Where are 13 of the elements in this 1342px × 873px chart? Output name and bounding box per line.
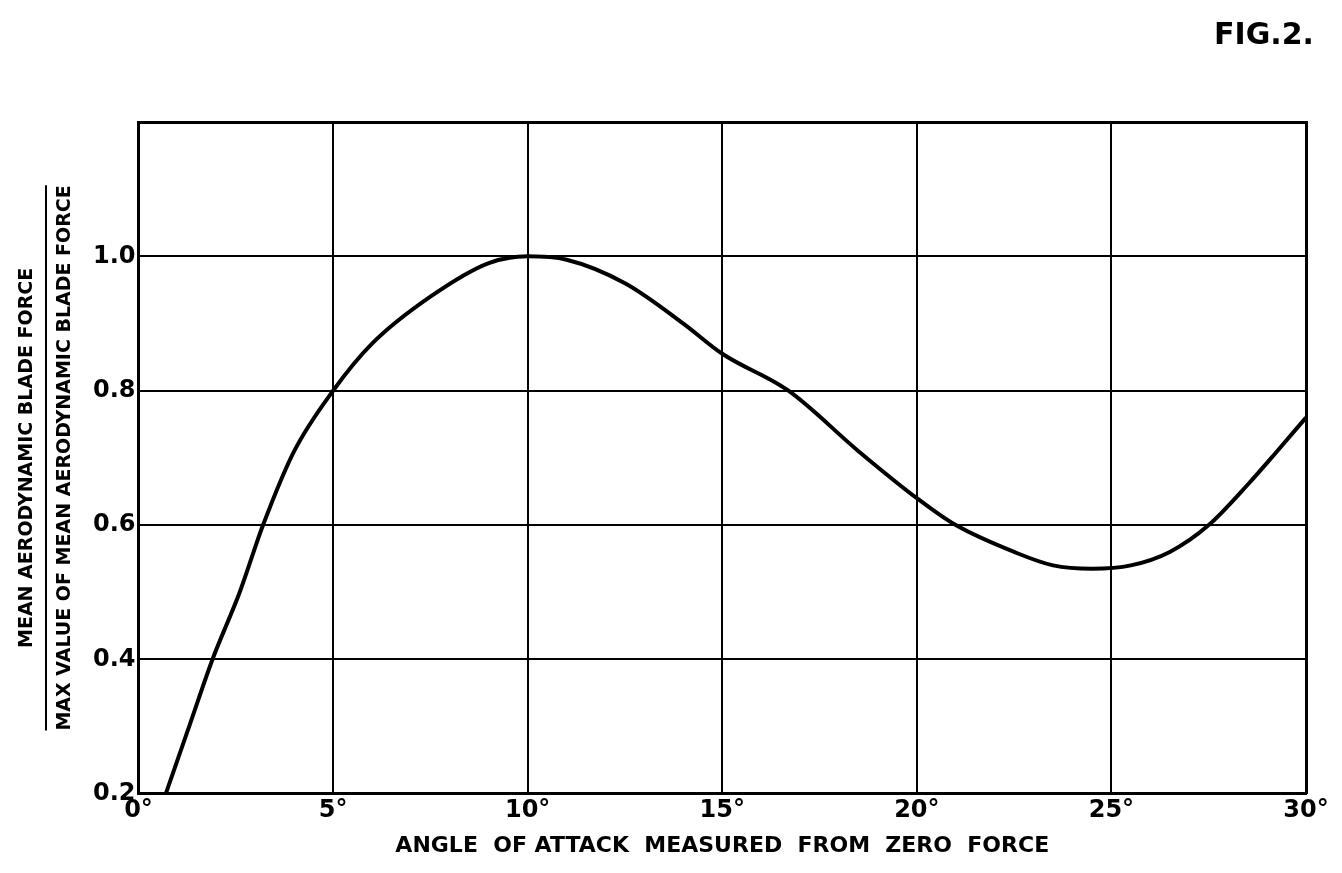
y-tick-label: 0.6 xyxy=(93,509,136,538)
x-axis-title: ANGLE OF ATTACK MEASURED FROM ZERO FORCE xyxy=(395,831,1050,857)
chart-title: FIG.2. xyxy=(1214,15,1314,51)
y-tick-label: 1.0 xyxy=(93,240,136,269)
y-tick-label: 0.8 xyxy=(93,374,136,403)
x-tick-label: 30° xyxy=(1283,795,1329,824)
x-tick-label: 5° xyxy=(318,795,348,824)
x-tick-label: 20° xyxy=(894,795,940,824)
x-tick-label: 25° xyxy=(1088,795,1135,824)
x-tick-label: 15° xyxy=(699,795,745,824)
x-tick-label: 10° xyxy=(504,795,551,824)
y-axis-title: MEAN AERODYNAMIC BLADE FORCE MAX VALUE OF MEAN AERODYNAMIC BLADE FORCE xyxy=(13,185,74,731)
y-tick-label: 0.4 xyxy=(93,643,136,672)
